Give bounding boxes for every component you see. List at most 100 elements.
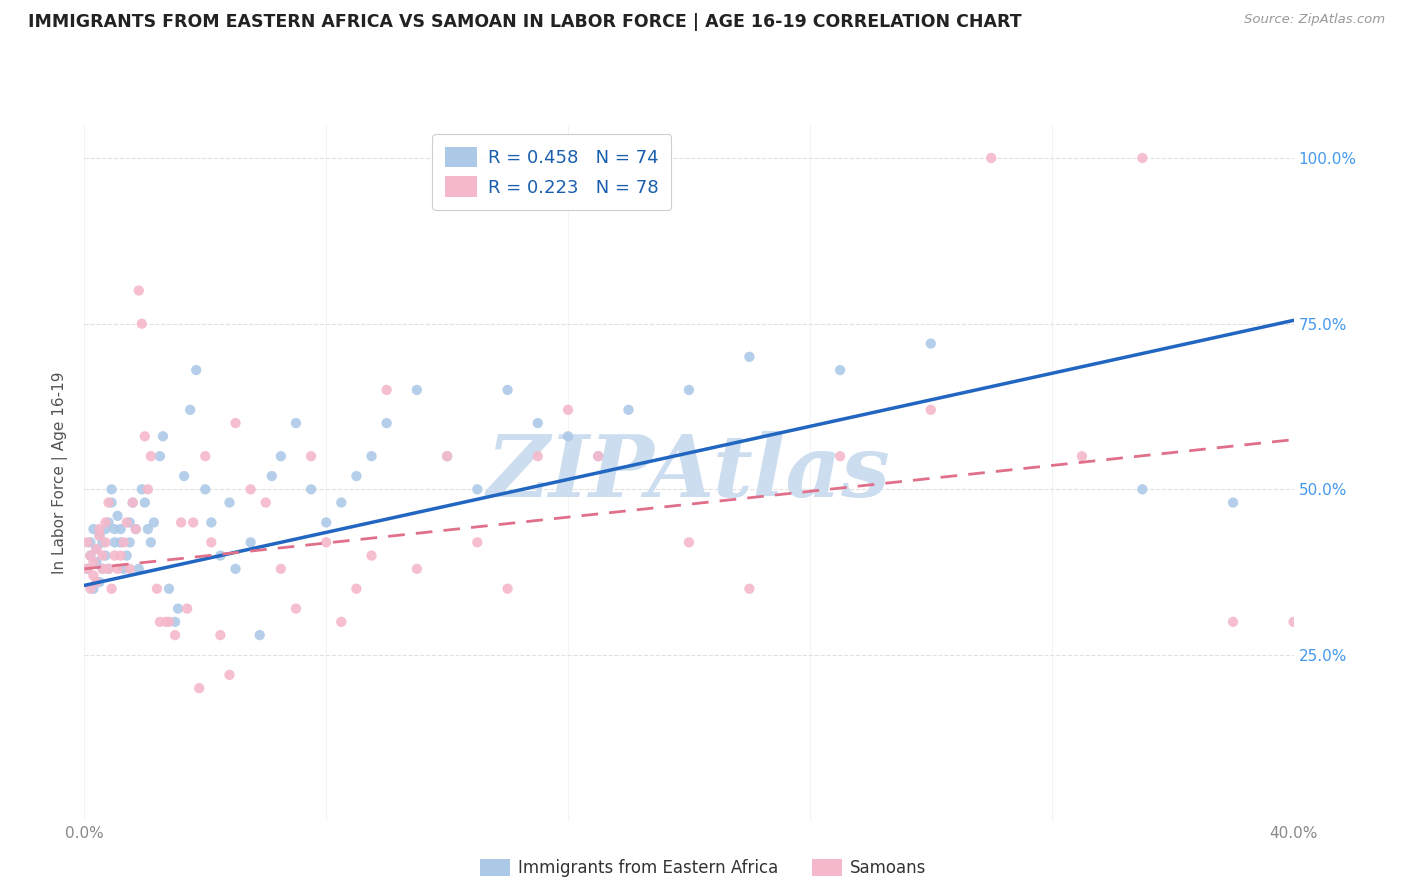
Point: [94, 549, 117, 563]
Point: [239, 483, 262, 497]
Point: [82, 522, 104, 536]
Point: [149, 449, 172, 463]
Point: [79, 535, 101, 549]
Point: [315, 516, 337, 530]
Point: [557, 402, 579, 417]
Point: [134, 495, 156, 509]
Point: [194, 449, 217, 463]
Point: [496, 582, 519, 596]
Point: [165, 628, 187, 642]
Point: [100, 495, 122, 509]
Point: [149, 615, 172, 629]
Point: [134, 429, 156, 443]
Point: [496, 383, 519, 397]
Point: [375, 383, 398, 397]
Point: [330, 495, 353, 509]
Point: [125, 522, 148, 536]
Point: [131, 317, 153, 331]
Point: [186, 363, 208, 377]
Point: [97, 562, 120, 576]
Point: [86, 541, 108, 556]
Point: [254, 495, 277, 509]
Point: [86, 575, 108, 590]
Point: [165, 615, 187, 629]
Point: [157, 582, 180, 596]
Point: [104, 549, 127, 563]
Point: [285, 601, 308, 615]
Point: [76, 535, 98, 549]
Point: [436, 449, 458, 463]
Point: [1222, 615, 1244, 629]
Point: [94, 522, 117, 536]
Point: [920, 402, 942, 417]
Point: [136, 483, 159, 497]
Point: [1282, 615, 1305, 629]
Point: [91, 549, 114, 563]
Point: [527, 416, 550, 430]
Point: [97, 516, 120, 530]
Point: [285, 416, 308, 430]
Point: [167, 601, 190, 615]
Point: [115, 549, 138, 563]
Point: [260, 469, 283, 483]
Point: [121, 495, 143, 509]
Point: [82, 568, 104, 582]
Point: [360, 449, 382, 463]
Point: [112, 562, 135, 576]
Point: [173, 469, 195, 483]
Point: [678, 535, 700, 549]
Point: [121, 495, 143, 509]
Point: [94, 535, 117, 549]
Point: [738, 582, 761, 596]
Point: [110, 535, 132, 549]
Point: [270, 562, 292, 576]
Point: [97, 495, 120, 509]
Point: [194, 483, 217, 497]
Point: [209, 549, 232, 563]
Point: [588, 449, 610, 463]
Point: [86, 541, 108, 556]
Point: [617, 402, 640, 417]
Point: [91, 562, 114, 576]
Point: [91, 562, 114, 576]
Point: [112, 535, 135, 549]
Legend: Immigrants from Eastern Africa, Samoans: Immigrants from Eastern Africa, Samoans: [472, 852, 934, 884]
Point: [467, 483, 489, 497]
Point: [176, 601, 198, 615]
Point: [1130, 483, 1153, 497]
Point: [128, 562, 150, 576]
Y-axis label: In Labor Force | Age 16-19: In Labor Force | Age 16-19: [52, 371, 69, 574]
Point: [155, 615, 177, 629]
Point: [131, 483, 153, 497]
Point: [588, 449, 610, 463]
Point: [678, 383, 700, 397]
Point: [188, 681, 211, 695]
Point: [249, 628, 271, 642]
Legend: R = 0.458   N = 74, R = 0.223   N = 78: R = 0.458 N = 74, R = 0.223 N = 78: [432, 134, 671, 210]
Point: [118, 562, 141, 576]
Point: [527, 449, 550, 463]
Point: [91, 535, 114, 549]
Point: [209, 628, 232, 642]
Point: [82, 555, 104, 569]
Point: [1071, 449, 1094, 463]
Point: [94, 516, 117, 530]
Point: [830, 449, 852, 463]
Point: [218, 668, 240, 682]
Point: [179, 402, 201, 417]
Point: [1222, 495, 1244, 509]
Point: [100, 483, 122, 497]
Point: [330, 615, 353, 629]
Text: Source: ZipAtlas.com: Source: ZipAtlas.com: [1244, 13, 1385, 27]
Point: [79, 549, 101, 563]
Point: [1130, 151, 1153, 165]
Point: [104, 522, 127, 536]
Point: [89, 575, 111, 590]
Point: [82, 582, 104, 596]
Text: ZIPAtlas: ZIPAtlas: [486, 431, 891, 515]
Point: [139, 535, 162, 549]
Point: [406, 383, 429, 397]
Point: [375, 416, 398, 430]
Point: [360, 549, 382, 563]
Point: [118, 535, 141, 549]
